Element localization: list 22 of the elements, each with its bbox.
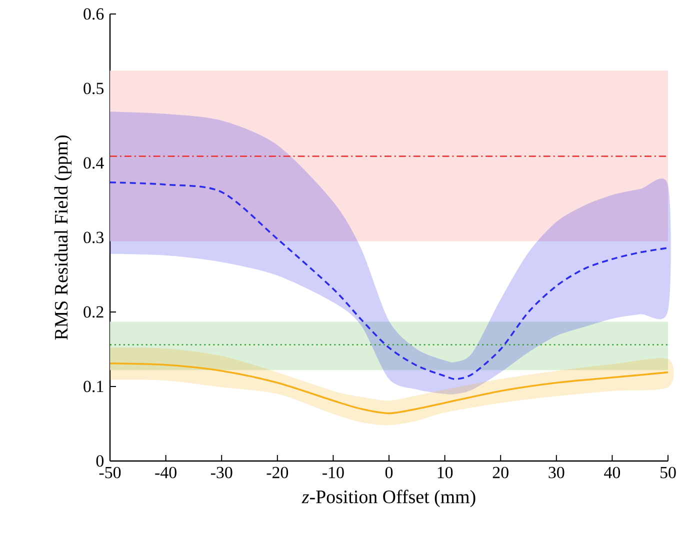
y-tick-label: 0.4 — [84, 157, 104, 169]
x-tick-label: 20 — [492, 466, 508, 478]
line-series — [109, 362, 669, 414]
y-tick-label: 0.5 — [84, 82, 104, 94]
y-tick-label: 0.6 — [84, 8, 104, 20]
y-tick-label: 0.3 — [84, 232, 104, 244]
y-tick-label: 0.1 — [84, 380, 104, 392]
y-tick-label: 0 — [96, 455, 104, 467]
x-tick-label: 40 — [604, 466, 620, 478]
x-tick-label: 0 — [385, 466, 393, 478]
y-tick-label: 0.2 — [84, 306, 104, 318]
x-axis-title: z-Position Offset (mm) — [302, 490, 476, 508]
x-tick-label: -20 — [266, 466, 288, 478]
x-tick-label: -30 — [210, 466, 232, 478]
line-series — [109, 181, 669, 380]
x-tick-label: 30 — [548, 466, 564, 478]
x-tick-label: 50 — [660, 466, 676, 478]
x-tick-label: -50 — [99, 466, 121, 478]
x-tick-label: -10 — [322, 466, 344, 478]
x-tick-label: 10 — [438, 466, 453, 478]
y-axis-title: RMS Residual Field (ppm) — [54, 136, 72, 340]
x-tick-label: -40 — [155, 466, 176, 478]
